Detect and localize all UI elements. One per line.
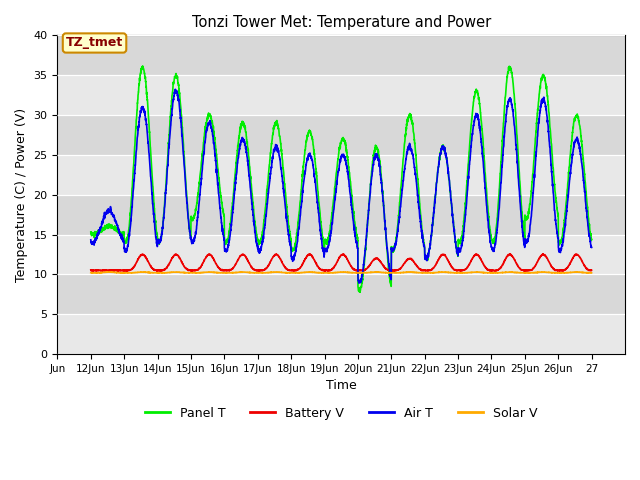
Air T [588, 244, 595, 250]
Panel T [139, 63, 147, 69]
Bar [58, 155, 625, 195]
Panel T [588, 237, 595, 242]
Panel T [174, 79, 182, 84]
Solar V [88, 270, 95, 276]
Line: Solar V: Solar V [91, 272, 591, 273]
Text: TZ_tmet: TZ_tmet [66, 36, 123, 49]
Air T [279, 180, 287, 186]
Panel T [301, 151, 308, 157]
Solar V [588, 270, 595, 276]
Title: Tonzi Tower Met: Temperature and Power: Tonzi Tower Met: Temperature and Power [191, 15, 491, 30]
Battery V [174, 252, 182, 258]
Line: Panel T: Panel T [91, 66, 591, 292]
Solar V [279, 270, 287, 276]
Air T [174, 92, 182, 98]
Panel T [144, 109, 152, 115]
Line: Battery V: Battery V [91, 254, 591, 271]
Battery V [279, 261, 287, 267]
Air T [172, 86, 179, 92]
Bar [58, 195, 625, 235]
Panel T [356, 289, 364, 295]
Air T [579, 164, 586, 170]
Solar V [144, 270, 152, 276]
Battery V [87, 267, 95, 273]
Panel T [87, 229, 95, 235]
Solar V [524, 270, 532, 276]
Solar V [87, 270, 95, 276]
Bar [58, 36, 625, 75]
Solar V [174, 269, 182, 275]
Y-axis label: Temperature (C) / Power (V): Temperature (C) / Power (V) [15, 108, 28, 282]
Panel T [579, 142, 586, 148]
Battery V [324, 268, 332, 274]
Bar [58, 275, 625, 314]
Battery V [144, 258, 152, 264]
Bar [58, 115, 625, 155]
Bar [58, 235, 625, 275]
Battery V [588, 267, 595, 273]
Air T [301, 170, 308, 176]
Panel T [524, 212, 532, 218]
Air T [524, 237, 532, 242]
Solar V [301, 269, 308, 275]
X-axis label: Time: Time [326, 379, 356, 392]
Line: Air T: Air T [91, 89, 591, 283]
Air T [144, 138, 152, 144]
Legend: Panel T, Battery V, Air T, Solar V: Panel T, Battery V, Air T, Solar V [140, 402, 543, 425]
Air T [87, 237, 95, 243]
Battery V [301, 257, 308, 263]
Solar V [237, 269, 245, 275]
Battery V [507, 251, 515, 257]
Panel T [279, 166, 287, 171]
Solar V [579, 269, 586, 275]
Bar [58, 314, 625, 354]
Battery V [524, 267, 532, 273]
Air T [355, 280, 363, 286]
Bar [58, 75, 625, 115]
Battery V [579, 259, 586, 264]
